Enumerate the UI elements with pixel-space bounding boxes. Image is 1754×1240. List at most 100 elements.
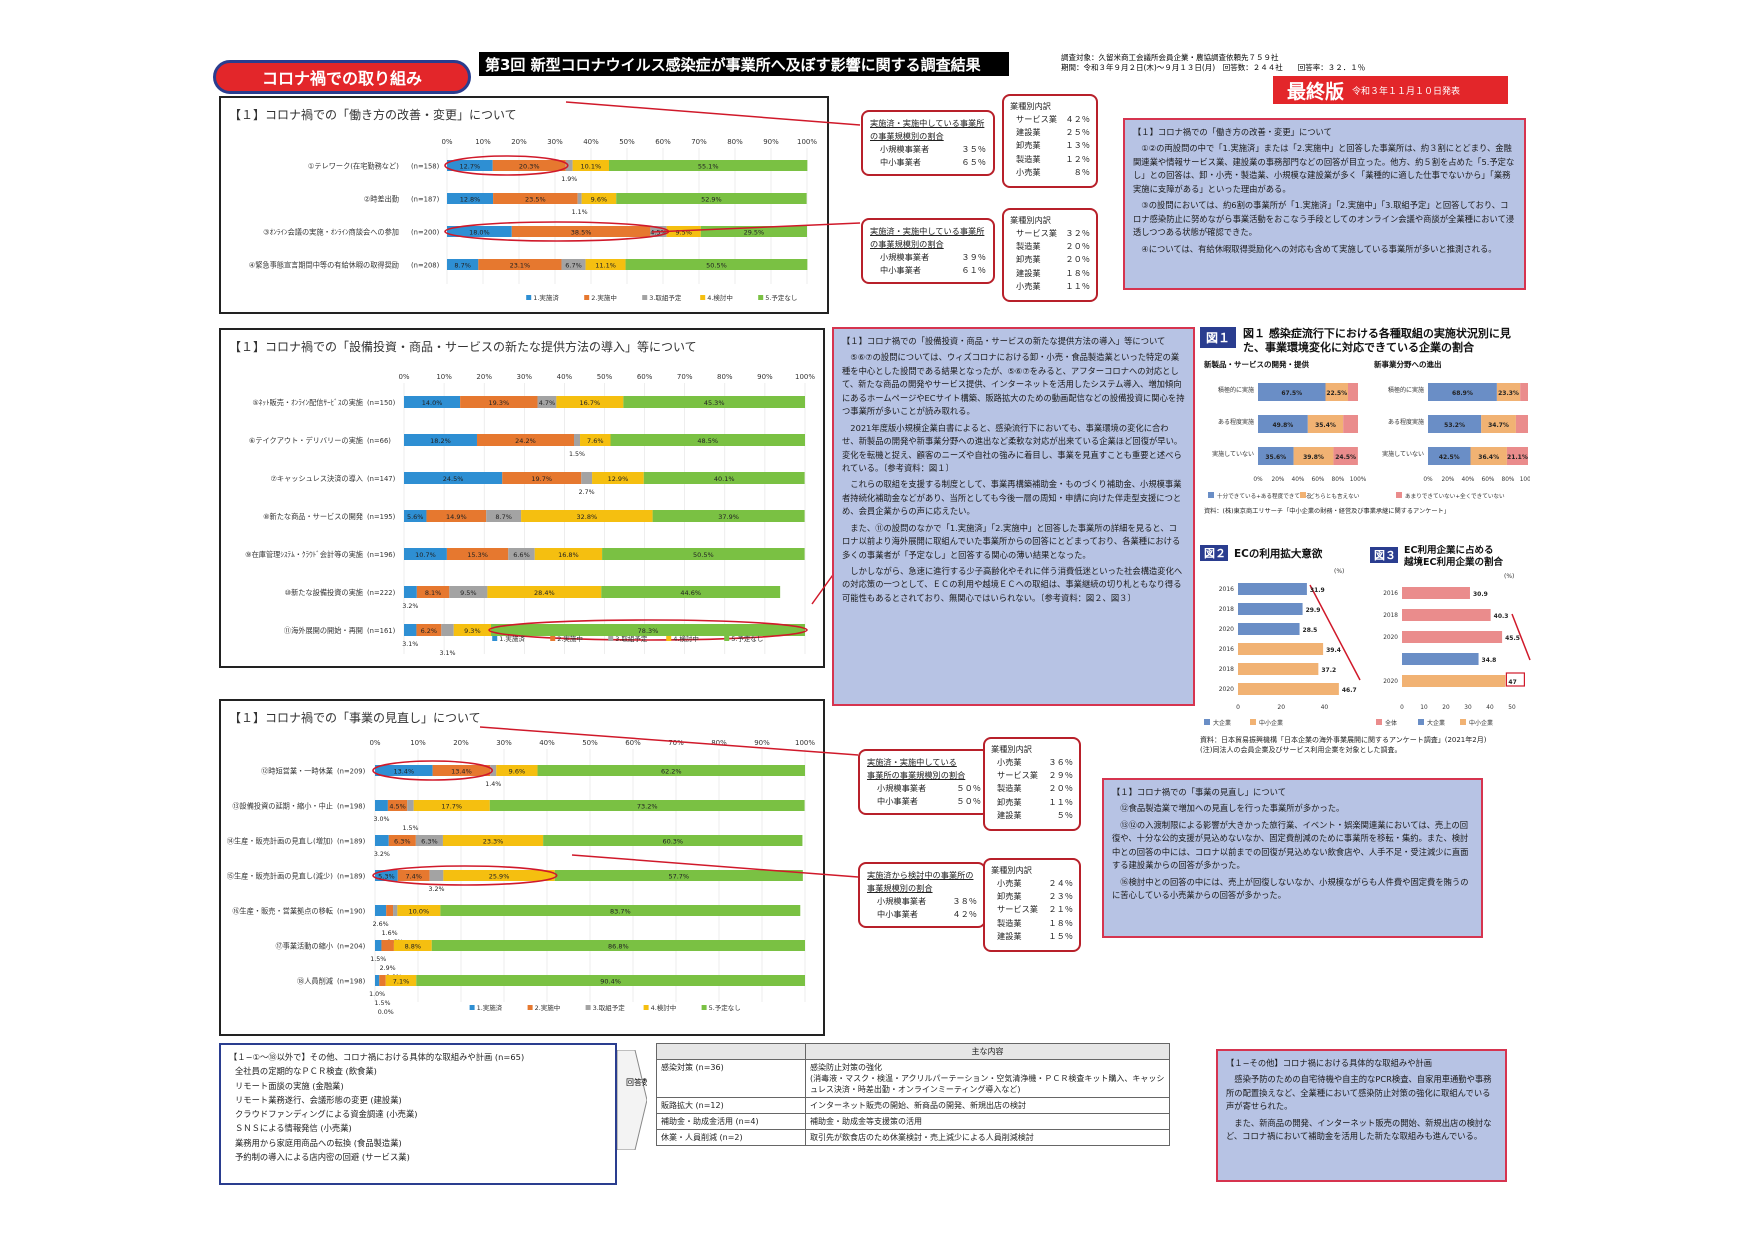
other-item: リモート面談の実施 (金融業) [235,1080,344,1091]
data-label: 2.9% [380,965,396,972]
table-content-cell: インターネット販売の開始、新商品の開発、新規出店の検討 [805,1097,1170,1114]
figure-source-text: 資料：日本貿易振興機構「日本企業の海外事業展開に関するアンケート調査」(2021… [1200,736,1487,744]
row-label: ⑩新たな設備投資の実施 [285,588,363,597]
bar [1402,587,1470,599]
legend-label: 4.検討中 [673,634,699,643]
data-label: 50.5% [706,262,727,270]
answer-count-arrow: 回答数 [617,1050,647,1150]
axis-tick-label: 0% [1253,477,1263,483]
data-label: 6.6% [513,551,530,559]
data-label: 40.3 [1494,613,1509,620]
bar-segment [1258,415,1308,433]
bar [1238,663,1319,675]
data-label: 15.3% [467,551,488,559]
data-label: 30.9 [1473,591,1488,598]
scale-label: 小規模事業者 [880,144,930,155]
row-label: ⑧新たな商品・サービスの開発 [263,512,363,521]
figure-note-text: (注)同法人の会員企業及びサービス利用企業を対象とした調査。 [1200,746,1402,754]
axis-tick-label: 40 [1321,704,1329,711]
industry-breakdown-2: 業種別内訳 サービス業 ３２％ 製造業 ２０％ 卸売業 ２０％ 建設業 １８％ 小売業 １１％ [1002,208,1098,302]
row-label: ⑬設備投資の延期・縮小・中止 [232,802,333,811]
industry-value: １５％ [1048,930,1073,941]
table-content: 取引先が飲食店のため休業検討・売上減少による人員削減検討 [810,1133,1034,1142]
category-label: 2016 [1219,646,1234,653]
bar-segment [416,586,450,598]
category-label: 2020 [1219,686,1234,693]
bar-segment [447,226,512,237]
data-label: 9.5% [460,589,477,597]
other-item: リモート業務遂行、会議形態の変更 (建設業) [235,1094,402,1105]
axis-tick-label: 0% [441,138,452,146]
bar-segment [386,905,394,916]
highlight-ellipse [372,760,494,781]
bar-segment [404,624,417,636]
legend-swatch [642,295,648,300]
report-title: 第3回 新型コロナウイルス感染症が事業所へ及ぼす影響に関する調査結果 [479,52,1009,76]
legend-label: 大企業 [1213,719,1231,727]
table-content: インターネット販売の開始、新商品の開発、新規出店の検討 [810,1101,1026,1110]
legend-swatch [550,636,556,641]
industry-value: ５％ [1056,809,1073,820]
axis-tick-label: 20% [1272,477,1285,483]
category-label: 2018 [1219,666,1234,673]
bar-segment [537,396,557,408]
scale-value: ５０％ [956,796,981,807]
bar-segment [1307,415,1344,433]
other-item: 全社員の定期的なＰＣＲ検査 (飲食業) [235,1066,377,1077]
bar-segment [625,259,808,270]
bar [1238,683,1339,695]
row-label: ③ｵﾝﾗｲﾝ会議の実施・ｵﾝﾗｲﾝ商談会への参加 [263,228,399,237]
scale-value: ５０％ [956,783,981,794]
arrow-line [1511,613,1531,661]
industry-value: １３％ [1065,140,1090,151]
bar-segment [572,160,609,171]
data-label: 8.8% [405,943,422,951]
data-label: 78.3% [638,627,659,635]
data-label: 3.2% [428,886,444,893]
industry-label: サービス業 [1016,228,1057,239]
bar-segment [1470,447,1507,465]
figure-1: 図１ 図１ 感染症流行下における各種取組の実施状況別に見た、事業環境変化に対応で… [1200,327,1530,522]
panel-paragraph: ⑯検討中との回答の中には、売上が回復しないなか、小規模ながらも人件費や固定費を賄… [1112,876,1469,901]
bar-segment [554,870,803,881]
chart-workstyle: 【１】コロナ禍での「働き方の改善・変更」について 0% 10% 20% 30% 40% 5… [219,96,829,314]
table-category: 休業・人員削減 (n=2) [656,1129,806,1146]
industry-row: 製造業 ２０％ [1010,240,1090,253]
industry-row: サービス業 ２９％ [991,769,1073,782]
other-item: 予約制の導入による店内密の回避 (サービス業) [235,1151,410,1162]
bar-segment [502,472,582,484]
row-n-label: (n=198) [337,803,366,811]
industry-label: 小売業 [1016,166,1041,177]
axis-tick-label: 50% [597,373,613,381]
data-label: 10.0% [409,908,430,916]
data-label: 10.7% [415,551,436,559]
industry-row: 小売業 ２４％ [991,877,1073,890]
bar-segment [404,510,427,522]
legend-label: 5.予定なし [765,293,797,302]
callout-title: 実施済・実施中している事業所 [870,118,985,128]
row-label: ⑪海外展開の開始・再開 [284,626,363,635]
industry-value: ８％ [1073,166,1090,177]
callout-title: 実施済・実施中している [867,757,957,767]
data-label: 23.3% [1498,390,1519,397]
axis-tick-label: 80% [727,138,743,146]
data-label: 9.6% [591,196,608,204]
data-label: 39.8% [1303,454,1324,461]
industry-row: 卸売業 １３％ [1010,139,1090,152]
highlight-ellipse [372,865,558,886]
panel-subtitle: 新事業分野への進出 [1374,359,1442,369]
data-label: 20.3% [519,163,540,171]
industry-row: 小売業 ８％ [1010,166,1090,179]
bar-segment [602,548,805,560]
figure-source-text: 資料：(株)東京商工リサーチ「中小企業の財務・経営及び事業承継に関するアンケート… [1204,507,1450,515]
data-label: 7.6% [587,437,604,445]
axis-tick-label: 60% [1312,477,1325,483]
figure-title: ECの利用拡大意欲 [1234,547,1323,560]
table-row: 感染対策 (n=36) 感染防止対策の強化 (消毒液・マスク・検温・アクリルパーテー… [656,1059,1170,1098]
industry-row: 小売業 ３６％ [991,756,1073,769]
data-label: 1.5% [569,451,585,458]
industry-value: １１％ [1048,796,1073,807]
axis-tick-label: 60% [637,373,653,381]
table-content-cell: 補助金・助成金等支援策の活用 [805,1113,1170,1130]
